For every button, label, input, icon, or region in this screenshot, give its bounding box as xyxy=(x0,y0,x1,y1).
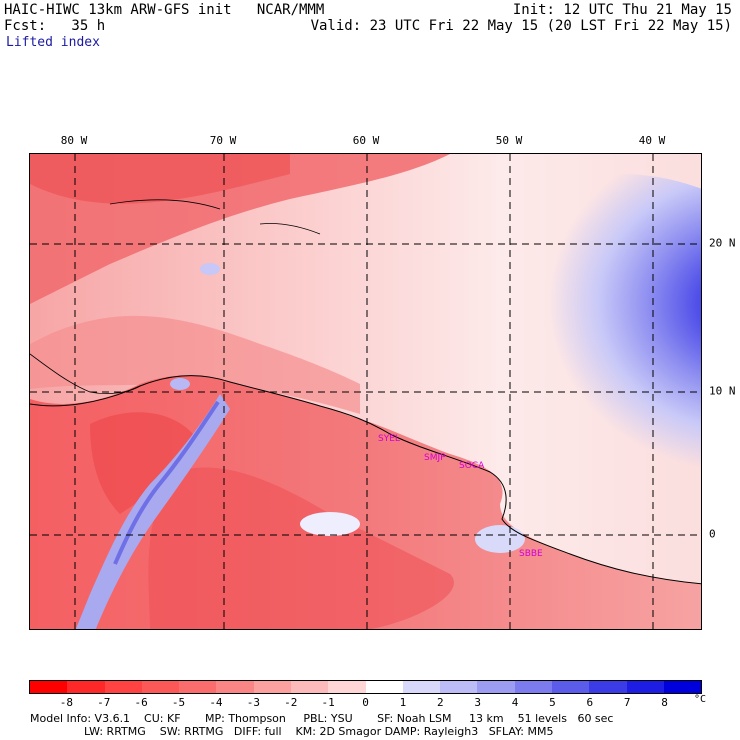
init-time: Init: 12 UTC Thu 21 May 15 xyxy=(512,2,732,18)
colorbar-swatch xyxy=(589,681,627,693)
colorbar-tick-label: 0 xyxy=(362,696,369,709)
lon-label-60w: 60 W xyxy=(352,134,380,147)
stable-air-area xyxy=(420,174,701,514)
lat-label-20n: 20 N xyxy=(709,236,736,250)
colorbar-tick-label: 6 xyxy=(586,696,594,709)
colorbar-tick-label: 5 xyxy=(549,696,556,709)
colorbar-swatch xyxy=(253,681,291,693)
colorbar-tick-label: 1 xyxy=(399,696,407,709)
colorbar-swatch xyxy=(30,681,68,693)
station-soca: SOCA xyxy=(459,461,485,471)
colorbar-tick-label: -7 xyxy=(97,696,111,709)
colorbar-tick-label: -3 xyxy=(246,696,260,709)
map-canvas xyxy=(30,154,701,629)
colorbar-tick-label: 8 xyxy=(661,696,668,709)
colorbar-swatch xyxy=(477,681,515,693)
colorbar-swatch xyxy=(67,681,105,693)
station-smjp: SMJP xyxy=(424,453,446,463)
colorbar-tick-label: 4 xyxy=(511,696,519,709)
field-name: Lifted index xyxy=(6,35,100,50)
station-sbbe: SBBE xyxy=(519,549,543,559)
lat-label-10n: 10 N xyxy=(709,384,736,398)
forecast-hour: Fcst: 35 h xyxy=(4,18,106,34)
model-info-line1: Model Info: V3.6.1 CU: KF MP: Thompson P… xyxy=(30,712,614,725)
lat-label-0: 0 xyxy=(709,527,716,541)
colorbar-swatch xyxy=(402,681,441,693)
grid-lines xyxy=(30,154,701,629)
colorbar-swatch xyxy=(514,681,552,693)
coastline xyxy=(30,375,701,585)
lon-label-80w: 80 W xyxy=(60,134,88,147)
andes-stable-strip xyxy=(75,394,230,629)
colorbar-swatch xyxy=(216,681,254,693)
valid-time: Valid: 23 UTC Fri 22 May 15 (20 LST Fri … xyxy=(310,18,732,34)
model-info-line2: LW: RRTMG SW: RRTMG DIFF: full KM: 2D Sm… xyxy=(84,725,554,738)
colorbar-tick-label: 7 xyxy=(623,696,631,709)
colorbar-swatch xyxy=(290,681,329,693)
colorbar-tick-label: -2 xyxy=(284,696,298,709)
colorbar-swatch xyxy=(104,681,142,693)
colorbar-swatch xyxy=(663,681,702,693)
lon-label-70w: 70 W xyxy=(209,134,237,147)
colorbar-tick-label: 3 xyxy=(474,696,481,709)
model-title: HAIC-HIWC 13km ARW-GFS init NCAR/MMM xyxy=(4,2,325,18)
colorbar-tick-label: -6 xyxy=(134,696,148,709)
lon-label-40w: 40 W xyxy=(638,134,666,147)
colorbar-tick-label: -8 xyxy=(59,696,73,709)
colorbar-tick-label: -5 xyxy=(171,696,186,709)
lon-label-50w: 50 W xyxy=(495,134,523,147)
colorbar-unit: °C xyxy=(694,694,707,705)
station-syel: SYEL xyxy=(378,434,400,444)
colorbar-swatch xyxy=(141,681,180,693)
colorbar-swatch xyxy=(440,681,478,693)
colorbar-tick-label: 2 xyxy=(436,696,444,709)
colorbar-tick-label: -4 xyxy=(209,696,223,709)
colorbar-swatch xyxy=(365,681,403,693)
colorbar-tick-label: -1 xyxy=(321,696,335,709)
colorbar xyxy=(29,680,702,694)
colorbar-swatch xyxy=(179,681,217,693)
colorbar-swatch xyxy=(328,681,366,693)
colorbar-swatch xyxy=(626,681,664,693)
lifted-index-map: SYEL SMJP SOCA SBBE xyxy=(29,153,702,630)
colorbar-swatch xyxy=(551,681,590,693)
